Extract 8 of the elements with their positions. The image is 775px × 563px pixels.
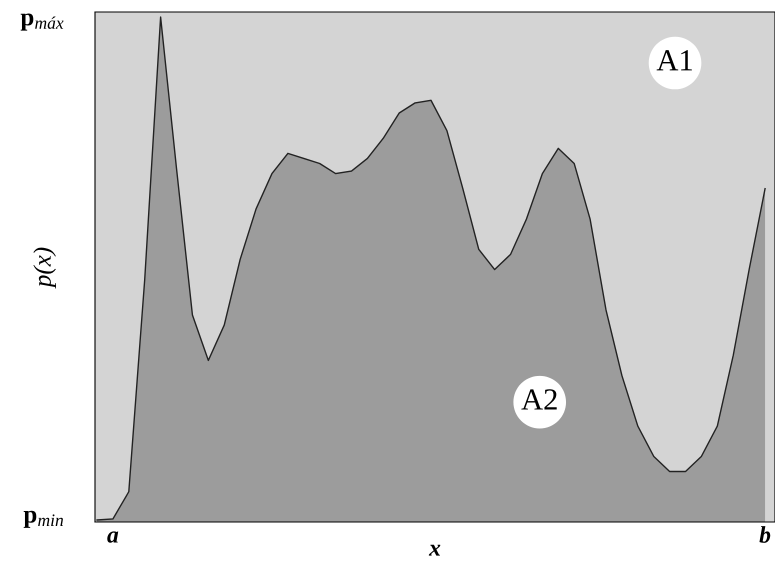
y-axis-title: p(x) xyxy=(33,248,56,289)
x-tick-label: a xyxy=(107,531,118,543)
annotation: A1 xyxy=(656,50,692,70)
text: p$_{máx}$ xyxy=(20,13,64,31)
x-tick-label: b xyxy=(759,526,770,543)
x-axis-title: x xyxy=(428,544,440,556)
text: p$_{min}$ xyxy=(24,510,64,528)
annotation: A2 xyxy=(521,389,557,410)
